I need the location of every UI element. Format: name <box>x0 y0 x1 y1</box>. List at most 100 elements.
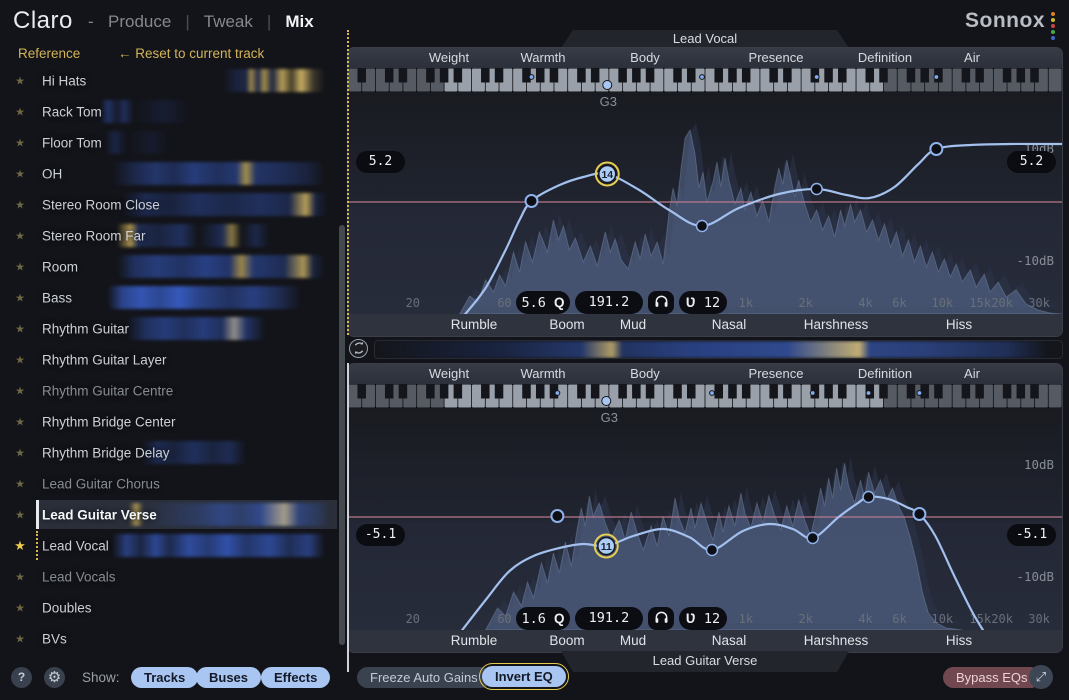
settings-button[interactable]: ⚙ <box>44 667 65 688</box>
track-list-scrollbar[interactable] <box>339 225 345 645</box>
gain-readout-right[interactable]: 5.2 <box>1007 151 1056 173</box>
svg-text:14: 14 <box>601 170 613 181</box>
track-row[interactable]: ★ Floor Tom <box>0 127 345 158</box>
semitone-control[interactable]: Ʋ 12 <box>679 607 727 630</box>
freeze-auto-gains-button[interactable]: Freeze Auto Gains <box>357 667 491 688</box>
brand-logo: Sonnox <box>965 9 1045 32</box>
track-row[interactable]: ★ Rack Tom <box>0 96 345 127</box>
track-spectrum <box>98 286 337 309</box>
track-spectrum <box>98 441 337 464</box>
svg-text:G3: G3 <box>601 410 618 425</box>
track-row[interactable]: ★ Rhythm Guitar Layer <box>0 344 345 375</box>
eq-panel-current: Weight Warmth Body Presence Definition Air 20… <box>347 363 1063 672</box>
piano-keyboard[interactable] <box>348 384 1062 408</box>
tone-label: Definition <box>857 366 913 381</box>
favorite-star-icon[interactable]: ★ <box>14 537 26 553</box>
favorite-star-icon[interactable]: ★ <box>15 230 25 242</box>
track-name: BVs <box>42 631 67 646</box>
track-spectrum <box>98 69 337 92</box>
nav-item-produce[interactable]: Produce <box>108 12 172 31</box>
gain-readout-left[interactable]: 5.2 <box>356 151 405 173</box>
nav-divider: | <box>185 12 190 31</box>
mini-spectrum-strip[interactable] <box>374 340 1063 359</box>
favorite-star-icon[interactable]: ★ <box>15 447 25 459</box>
solo-listen-button[interactable] <box>648 291 674 314</box>
track-row[interactable]: ★ Lead Vocals <box>0 561 345 592</box>
track-row[interactable]: ★ Stereo Room Close <box>0 189 345 220</box>
track-row[interactable]: ★ Rhythm Bridge Center <box>0 406 345 437</box>
invert-eq-button[interactable]: Invert EQ <box>479 663 569 690</box>
nav-item-mix[interactable]: Mix <box>285 12 314 31</box>
favorite-star-icon[interactable]: ★ <box>15 571 25 583</box>
band-label: Harshness <box>803 633 869 648</box>
frequency-control[interactable]: 191.2 <box>575 291 643 314</box>
band-label: Hiss <box>945 317 973 332</box>
favorite-star-icon[interactable]: ★ <box>15 354 25 366</box>
svg-text:11: 11 <box>601 542 612 553</box>
svg-text:15k: 15k <box>969 296 991 310</box>
svg-text:20k: 20k <box>991 612 1013 626</box>
track-row[interactable]: ★ BVs <box>0 623 345 654</box>
favorite-star-icon[interactable]: ★ <box>15 137 25 149</box>
piano-keyboard[interactable] <box>348 68 1062 92</box>
filter-buses-button[interactable]: Buses <box>196 667 262 688</box>
track-row[interactable]: ★ Bass <box>0 282 345 313</box>
track-row[interactable]: ★ Rhythm Bridge Delay <box>0 437 345 468</box>
favorite-star-icon[interactable]: ★ <box>15 509 25 521</box>
filter-effects-button[interactable]: Effects <box>261 667 331 688</box>
top-bar: Claro - Produce | Tweak | Mix Sonnox <box>0 0 1069 42</box>
help-button[interactable]: ? <box>11 667 32 688</box>
favorite-star-icon[interactable]: ★ <box>15 633 25 645</box>
gain-readout-right[interactable]: -5.1 <box>1007 524 1056 546</box>
favorite-star-icon[interactable]: ★ <box>15 602 25 614</box>
sidebar-header: Reference ← Reset to current track <box>0 46 345 64</box>
reset-to-current-track-link[interactable]: ← Reset to current track <box>118 46 265 61</box>
track-spectrum <box>98 162 337 185</box>
favorite-star-icon[interactable]: ★ <box>15 385 25 397</box>
track-row[interactable]: ★ OH <box>0 158 345 189</box>
eq-graph-area: 20 60 1k 2k 4k 6k 10k 15k 20k 30k 10dB -10dB G3 11 -5… <box>348 408 1062 630</box>
favorite-star-icon[interactable]: ★ <box>15 261 25 273</box>
filter-tracks-button[interactable]: Tracks <box>131 667 199 688</box>
track-row[interactable]: ★ Lead Guitar Verse <box>0 499 345 530</box>
track-row[interactable]: ★ Rhythm Guitar Centre <box>0 375 345 406</box>
link-panels-button[interactable] <box>349 339 368 358</box>
band-label: Boom <box>549 317 585 332</box>
gain-readout-left[interactable]: -5.1 <box>356 524 405 546</box>
q-control[interactable]: 1.6 Q <box>516 607 570 630</box>
favorite-star-icon[interactable]: ★ <box>15 106 25 118</box>
track-row[interactable]: ★ Stereo Room Far <box>0 220 345 251</box>
favorite-star-icon[interactable]: ★ <box>15 75 25 87</box>
q-control[interactable]: 5.6 Q <box>516 291 570 314</box>
favorite-star-icon[interactable]: ★ <box>15 199 25 211</box>
track-row[interactable]: ★ Doubles <box>0 592 345 623</box>
track-row[interactable]: ★ Hi Hats <box>0 65 345 96</box>
band-label: Harshness <box>803 317 869 332</box>
svg-text:4k: 4k <box>858 296 873 310</box>
tone-label: Air <box>964 50 980 65</box>
tab-lead-guitar-verse[interactable]: Lead Guitar Verse <box>561 651 849 672</box>
headphones-icon <box>655 295 667 307</box>
tone-label: Air <box>964 366 980 381</box>
favorite-star-icon[interactable]: ★ <box>15 323 25 335</box>
logo-dash: - <box>88 12 94 31</box>
frequency-control[interactable]: 191.2 <box>575 607 643 630</box>
tab-lead-vocal[interactable]: Lead Vocal <box>561 30 849 48</box>
track-name: Lead Vocal <box>42 538 109 553</box>
track-row[interactable]: ★ Lead Vocal <box>0 530 345 561</box>
favorite-star-icon[interactable]: ★ <box>15 416 25 428</box>
semitone-control[interactable]: Ʋ 12 <box>679 291 727 314</box>
track-indicator <box>36 500 39 529</box>
favorite-star-icon[interactable]: ★ <box>15 478 25 490</box>
track-row[interactable]: ★ Lead Guitar Chorus <box>0 468 345 499</box>
favorite-star-icon[interactable]: ★ <box>15 168 25 180</box>
solo-listen-button[interactable] <box>648 607 674 630</box>
bypass-eqs-button[interactable]: Bypass EQs <box>943 667 1041 688</box>
track-row[interactable]: ★ Rhythm Guitar <box>0 313 345 344</box>
track-row[interactable]: ★ Room <box>0 251 345 282</box>
favorite-star-icon[interactable]: ★ <box>15 292 25 304</box>
nav-item-tweak[interactable]: Tweak <box>203 12 253 31</box>
resize-button[interactable]: ⤢ <box>1029 665 1053 689</box>
